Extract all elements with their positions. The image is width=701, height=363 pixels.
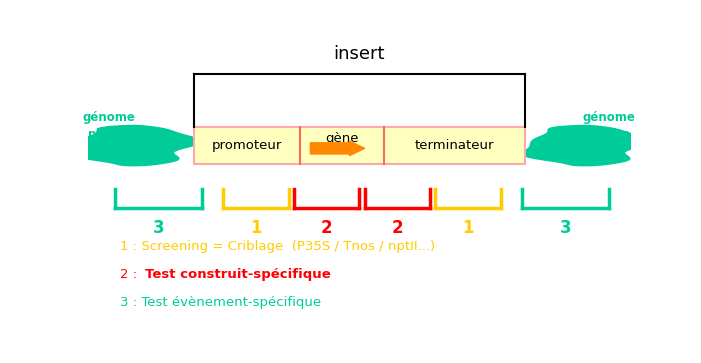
Text: insert: insert: [334, 45, 385, 63]
Text: génome
plante: génome plante: [583, 111, 636, 141]
Text: 3: 3: [560, 219, 571, 237]
Text: génome
plante: génome plante: [83, 111, 136, 141]
Text: 2: 2: [391, 219, 403, 237]
Text: terminateur: terminateur: [414, 139, 494, 152]
Text: promoteur: promoteur: [211, 139, 282, 152]
Text: 1 : Screening = Criblage  (P35S / Tnos / nptII...): 1 : Screening = Criblage (P35S / Tnos / …: [121, 240, 435, 253]
FancyArrow shape: [311, 141, 365, 156]
Text: 3 : Test évènement-spécifique: 3 : Test évènement-spécifique: [121, 295, 321, 309]
Text: Test construit-spécifique: Test construit-spécifique: [145, 268, 331, 281]
Text: 3: 3: [152, 219, 164, 237]
Text: 2 :: 2 :: [121, 268, 142, 281]
Polygon shape: [522, 126, 653, 166]
Text: 2: 2: [321, 219, 332, 237]
Text: 1: 1: [462, 219, 474, 237]
Polygon shape: [72, 126, 202, 166]
Text: gène: gène: [325, 132, 358, 145]
Text: 1: 1: [250, 219, 261, 237]
Bar: [193, 127, 525, 164]
